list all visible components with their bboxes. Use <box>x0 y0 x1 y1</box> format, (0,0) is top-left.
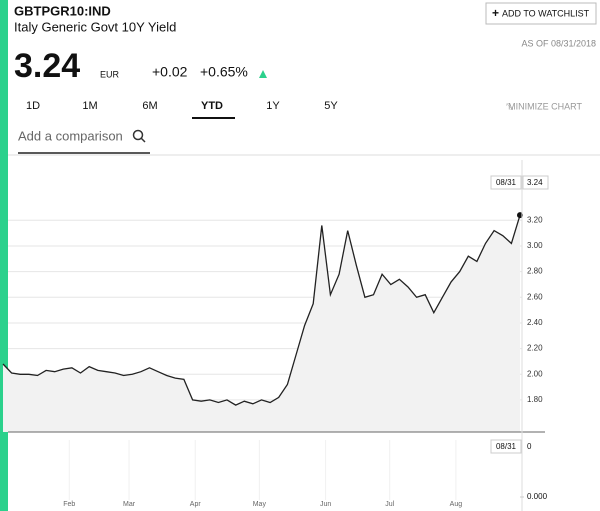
value-badge <box>522 175 549 190</box>
tab[interactable]: 1Y <box>266 100 280 112</box>
date-badge <box>490 175 522 190</box>
change: +0.02 <box>152 64 188 80</box>
x-tick-label: Mar <box>123 501 136 508</box>
tabs: 1D 1M 6M YTD 1Y 5Y <box>26 100 338 119</box>
tab[interactable]: 5Y <box>324 100 338 112</box>
y-tick-label: 2.40 <box>527 318 543 327</box>
lower-last-date: 08/31 <box>496 442 517 451</box>
y-tick-label: 2.20 <box>527 344 543 353</box>
y-tick-label: 1.80 <box>527 395 543 404</box>
tab[interactable]: 1D <box>26 100 40 112</box>
x-tick-label: Feb <box>63 501 75 508</box>
accent-bar <box>0 0 8 511</box>
currency: EUR <box>100 69 120 79</box>
last-date: 08/31 <box>496 178 517 187</box>
price-line <box>2 215 521 406</box>
tab[interactable]: 1M <box>82 100 97 112</box>
ticker: GBTPGR10:IND <box>14 3 111 18</box>
change-pct: +0.65% <box>200 64 248 80</box>
tab[interactable]: YTD <box>201 100 223 112</box>
up-arrow <box>259 70 267 78</box>
x-tick-label: Jun <box>320 501 331 508</box>
search-icon-handle <box>140 137 146 143</box>
tab[interactable]: 6M <box>142 100 157 112</box>
area-fill <box>3 215 520 432</box>
minimize-icon: ⤡ <box>506 101 513 111</box>
search-icon[interactable] <box>132 129 144 141</box>
last-value: 3.24 <box>527 178 543 187</box>
watchlist-label[interactable]: ADD TO WATCHLIST <box>502 8 590 18</box>
lower-last-value: 0 <box>527 442 532 451</box>
y-tick-label: 2.00 <box>527 369 543 378</box>
lower-date-badge <box>490 439 522 454</box>
comparison-input[interactable]: Add a comparison <box>18 128 123 143</box>
y-tick-label: 2.60 <box>527 292 543 301</box>
x-tick-label: Aug <box>450 501 463 508</box>
lower-tick-label: 0.000 <box>527 492 548 501</box>
security-name: Italy Generic Govt 10Y Yield <box>14 19 176 34</box>
x-tick-label: May <box>253 501 267 508</box>
x-tick-label: Jul <box>385 501 394 508</box>
y-tick-label: 2.80 <box>527 267 543 276</box>
minimize-chart[interactable]: MINIMIZE CHART <box>508 101 582 111</box>
chart: 1.80 2.00 2.20 2.40 2.60 2.80 3.00 3.20 Feb Mar Ap… <box>2 160 549 511</box>
watchlist-button[interactable] <box>485 2 597 25</box>
as-of: AS OF 08/31/2018 <box>521 38 596 48</box>
price: 3.24 <box>14 47 80 85</box>
y-tick-label: 3.00 <box>527 241 543 250</box>
x-tick-label: Apr <box>190 501 202 508</box>
plus-icon: + <box>492 6 499 20</box>
y-tick-label: 3.20 <box>527 215 543 224</box>
